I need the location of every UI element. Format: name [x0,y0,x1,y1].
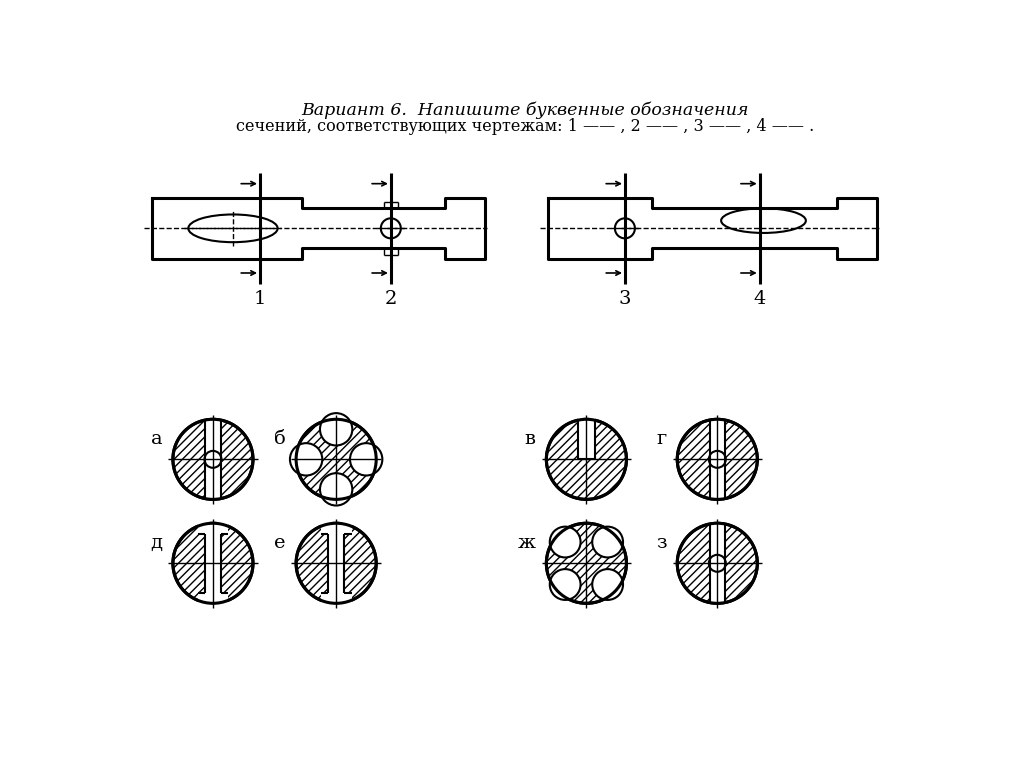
Circle shape [296,420,376,499]
Circle shape [550,527,581,558]
Circle shape [173,420,253,499]
Text: 2: 2 [385,290,397,308]
Text: 4: 4 [754,290,766,308]
Polygon shape [548,198,877,259]
Text: в: в [524,430,536,448]
Bar [710,523,725,604]
Text: 3: 3 [618,290,631,308]
Text: д: д [151,535,162,552]
Circle shape [547,420,627,499]
Text: а: а [151,430,162,448]
Bar [205,523,220,604]
Text: Вариант 6.  Напишите буквенные обозначения: Вариант 6. Напишите буквенные обозначени… [301,102,749,120]
Text: г: г [656,430,667,448]
Bar [710,420,725,499]
Bar [329,523,344,604]
Bar [198,522,228,534]
Bar [205,420,220,499]
Circle shape [677,523,758,604]
Circle shape [290,443,323,476]
Circle shape [319,413,352,446]
Circle shape [709,451,726,468]
Circle shape [550,569,581,600]
Bar [578,418,595,459]
Text: 1: 1 [254,290,266,308]
Circle shape [319,473,352,505]
Circle shape [547,523,627,604]
Polygon shape [153,198,484,259]
Circle shape [709,555,726,571]
Circle shape [592,569,623,600]
Text: ж: ж [517,535,536,552]
Circle shape [296,523,376,604]
Circle shape [677,420,758,499]
Text: сечений, соответствующих чертежам: 1 —— , 2 —— , 3 —— , 4 —— .: сечений, соответствующих чертежам: 1 —— … [236,118,814,135]
Circle shape [205,451,221,468]
Circle shape [592,527,623,558]
Circle shape [173,523,253,604]
Circle shape [350,443,382,476]
Bar [321,522,351,534]
Bar [321,593,351,605]
Text: з: з [655,535,667,552]
Text: б: б [273,430,286,448]
Bar [198,593,228,605]
Text: е: е [273,535,286,552]
